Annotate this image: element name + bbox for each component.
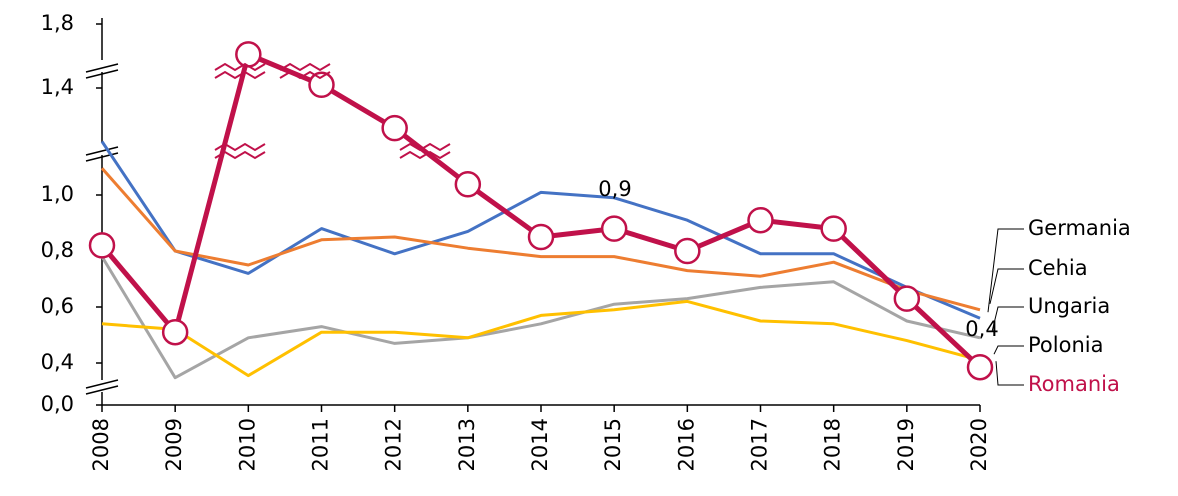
series-line [100,167,981,312]
marker [381,114,408,142]
legend-label: Polonia [1028,333,1103,357]
marker [454,171,482,198]
marker [893,285,921,312]
legend-label: Ungaria [1028,294,1110,318]
x-tick-label: 2008 [89,418,113,471]
legend-leader [993,345,1024,355]
annotation: 0,9 [598,177,631,201]
y-tick-label: 1,4 [41,75,74,99]
legend-leader [991,306,1024,332]
y-tick-label: 1,0 [41,182,74,206]
marker [235,41,262,68]
legend-leader [987,228,1024,313]
legend-leader [995,361,1024,386]
x-tick-label: 2012 [382,418,406,471]
x-tick-label: 2019 [894,418,918,471]
x-tick-label: 2013 [455,418,479,471]
annotation: 0,4 [965,317,998,341]
series-line [100,255,981,380]
x-tick-label: 2014 [528,418,552,471]
series-line [100,51,982,370]
marker [88,232,116,259]
marker [966,353,994,381]
line-break [399,142,451,160]
marker [161,318,189,346]
series-line [100,140,981,320]
legend-label: Germania [1028,216,1131,240]
marker [527,223,555,251]
marker [820,215,847,242]
x-tick-label: 2015 [601,418,625,471]
line-break [279,62,331,80]
axis-breaks [85,60,119,395]
x-tick-label: 2016 [674,418,698,471]
legend-leader [989,268,1024,304]
x-tick-label: 2018 [821,418,845,471]
marker [600,215,628,242]
line-break [214,142,266,160]
x-tick-label: 2010 [235,418,259,471]
y-tick-label: 0,6 [41,294,74,318]
marker [747,206,774,234]
legend-label: Romania [1028,372,1120,396]
y-tick-label: 1,8 [41,11,74,35]
line-break [214,62,266,80]
marker [308,71,335,99]
y-tick-label: 0,0 [41,392,74,416]
marker [674,237,701,265]
x-tick-label: 2011 [309,418,333,471]
x-tick-label: 2017 [748,418,772,471]
legend-label: Cehia [1028,256,1088,280]
x-tick-label: 2009 [162,418,186,471]
series-line [101,299,981,378]
y-tick-label: 0,4 [41,350,74,374]
y-tick-label: 0,8 [41,238,74,262]
x-tick-label: 2020 [967,418,991,471]
